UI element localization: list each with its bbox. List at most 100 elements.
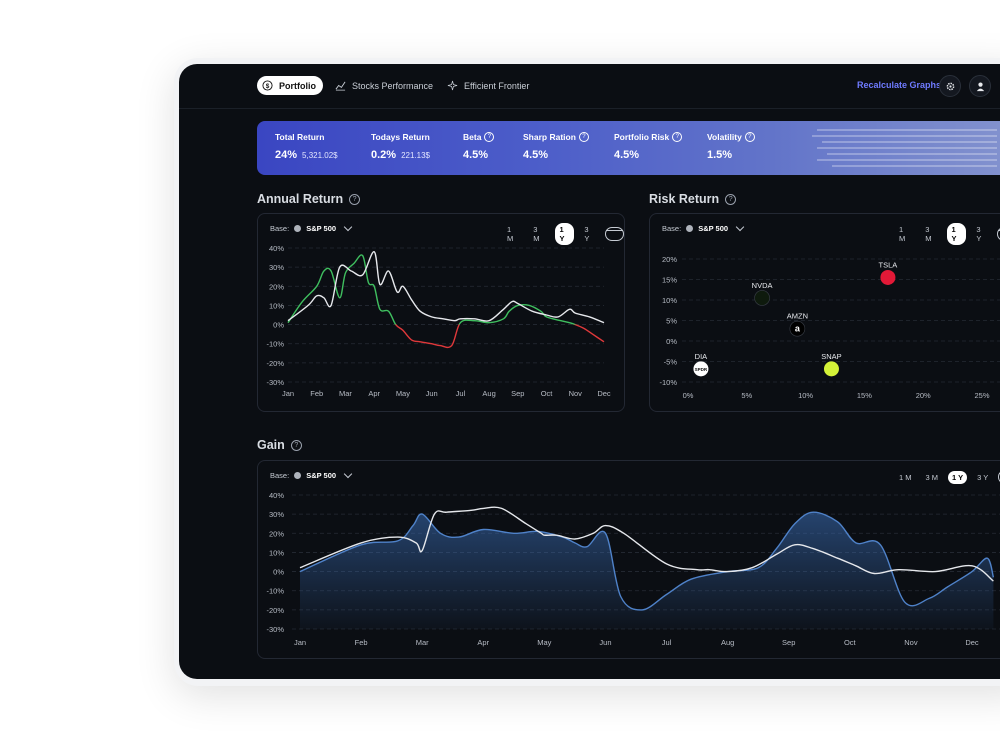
risk-point-marker: [754, 290, 770, 306]
range-3y[interactable]: 3 Y: [977, 472, 989, 482]
stat-value: 1.5%: [707, 149, 733, 161]
gain-x-tick: Jun: [599, 638, 611, 647]
range-1m[interactable]: 1 M: [899, 225, 906, 243]
base-label: Base:: [270, 224, 290, 233]
dollar-circle-icon: $: [262, 80, 273, 91]
risk-y-tick: 10%: [662, 296, 677, 305]
stat-value: 4.5%: [614, 149, 640, 161]
base-dot: [294, 472, 302, 479]
risk-point-marker: [880, 269, 896, 285]
gain-x-tick: Dec: [965, 638, 979, 647]
gain-card: Base: S&P 500 1 M 3 M 1 Y 3 Y 40% 30% 20% 1…: [257, 460, 1000, 659]
gain-y-tick: 20%: [269, 529, 284, 538]
stat-portfolio-risk: Portfolio Risk? 4.5%: [614, 132, 683, 161]
help-icon[interactable]: ?: [725, 193, 737, 205]
base-selector[interactable]: Base: S&P 500: [270, 469, 353, 480]
stat-beta: Beta? 4.5%: [463, 132, 495, 161]
risk-return-chart: 20% 15% 10% 5% 0% -5% -10% 0% 5% 10% 15% 20% 25% TSLA…: [659, 255, 1000, 400]
base-label: Base:: [270, 471, 290, 480]
help-icon[interactable]: ?: [744, 132, 755, 142]
annual-x-tick: Sep: [511, 389, 524, 398]
help-icon[interactable]: ?: [349, 193, 361, 205]
annual-x-tick: Jan: [282, 389, 294, 398]
risk-y-tick: -5%: [664, 358, 678, 367]
gain-x-tick: Jan: [294, 638, 306, 647]
base-selector[interactable]: Base: S&P 500: [270, 222, 353, 233]
tab-portfolio[interactable]: $ Portfolio: [257, 76, 323, 95]
stat-label: Sharp Ration: [523, 132, 576, 142]
stat-value: 0.2%: [371, 149, 397, 161]
risk-point-badge-text: SPDR: [695, 367, 708, 372]
user-icon: [976, 82, 984, 91]
tab-stocks-performance[interactable]: Stocks Performance: [335, 76, 433, 95]
gain-x-tick: Sep: [782, 638, 795, 647]
tab-efficient-frontier-label: Efficient Frontier: [464, 80, 530, 91]
range-1y[interactable]: 1 Y: [947, 223, 967, 245]
risk-point-label: DIA: [695, 352, 708, 361]
risk-point-marker: [823, 361, 839, 377]
base-selector[interactable]: Base: S&P 500: [662, 222, 745, 233]
range-3y[interactable]: 3 Y: [584, 225, 590, 243]
annual-x-tick: May: [396, 389, 410, 398]
annual-return-card: Base: S&P 500 1 M 3 M 1 Y 3 Y 40% 30% 20% 1…: [257, 213, 625, 412]
stat-sub-value: 5,321.02$: [302, 151, 338, 160]
recalculate-graphs-button[interactable]: Recalculate Graphs: [857, 80, 942, 90]
risk-x-tick: 20%: [916, 391, 931, 400]
risk-y-tick: 20%: [662, 255, 677, 264]
help-icon[interactable]: ?: [672, 132, 683, 142]
range-selector: 1 M 3 M 1 Y 3 Y: [503, 223, 624, 245]
tab-stocks-performance-label: Stocks Performance: [352, 80, 434, 91]
gain-heading: Gain ?: [257, 438, 302, 452]
range-1m[interactable]: 1 M: [899, 472, 912, 482]
risk-y-tick: -10%: [659, 378, 677, 387]
gain-x-tick: Jul: [662, 638, 672, 647]
range-1y[interactable]: 1 Y: [948, 470, 968, 484]
range-1m[interactable]: 1 M: [507, 225, 514, 243]
stat-value: 4.5%: [463, 149, 489, 161]
gain-base-line: [299, 506, 994, 582]
calendar-icon[interactable]: [605, 227, 624, 241]
profile-button[interactable]: [969, 75, 991, 97]
annual-y-tick: 10%: [269, 301, 284, 310]
risk-x-tick: 5%: [741, 391, 752, 400]
stat-todays-return: Todays Return 0.2% 221.13$: [371, 132, 430, 161]
svg-text:$: $: [266, 83, 270, 90]
risk-point-nvda: NVDA: [752, 281, 773, 306]
gain-portfolio-area: [300, 512, 994, 629]
sparkle-icon: [447, 80, 458, 91]
range-3y[interactable]: 3 Y: [976, 225, 982, 243]
gain-y-tick: 30%: [269, 510, 284, 519]
stat-sharp-ratio: Sharp Ration? 4.5%: [523, 132, 589, 161]
risk-point-badge-text: a: [795, 324, 801, 334]
gain-y-tick: 40%: [269, 491, 284, 500]
risk-x-tick: 25%: [974, 391, 989, 400]
annual-x-tick: Aug: [482, 389, 495, 398]
risk-y-tick: 5%: [666, 317, 677, 326]
tab-efficient-frontier[interactable]: Efficient Frontier: [447, 76, 529, 95]
annual-y-tick: 30%: [269, 263, 284, 272]
stat-sub-value: 221.13$: [401, 151, 430, 160]
base-dot: [294, 225, 302, 232]
risk-point-label: SNAP: [821, 352, 841, 361]
range-3m[interactable]: 3 M: [925, 225, 932, 243]
risk-return-title: Risk Return: [649, 192, 720, 206]
tab-portfolio-label: Portfolio: [279, 80, 316, 91]
stat-label: Volatility: [707, 132, 742, 142]
gain-chart: 40% 30% 20% 10% 0% -10% -20% -30% Jan Feb Mar Apr Ma…: [266, 491, 1000, 647]
help-icon[interactable]: ?: [484, 132, 495, 142]
gain-x-tick: Apr: [477, 638, 489, 647]
help-icon[interactable]: ?: [290, 439, 302, 451]
range-1y[interactable]: 1 Y: [555, 223, 575, 245]
base-value: S&P 500: [306, 471, 337, 480]
risk-point-marker: [789, 320, 806, 337]
stat-label: Portfolio Risk: [614, 132, 670, 142]
annual-portfolio-line: [287, 254, 605, 349]
help-icon[interactable]: ?: [578, 132, 589, 142]
gain-y-tick: -20%: [266, 606, 284, 615]
settings-button[interactable]: [939, 75, 961, 97]
range-3m[interactable]: 3 M: [533, 225, 540, 243]
risk-point-dia: SPDR DIA: [693, 352, 709, 377]
risk-return-heading: Risk Return ?: [649, 192, 737, 206]
annual-return-title: Annual Return: [257, 192, 344, 206]
range-3m[interactable]: 3 M: [925, 472, 939, 482]
